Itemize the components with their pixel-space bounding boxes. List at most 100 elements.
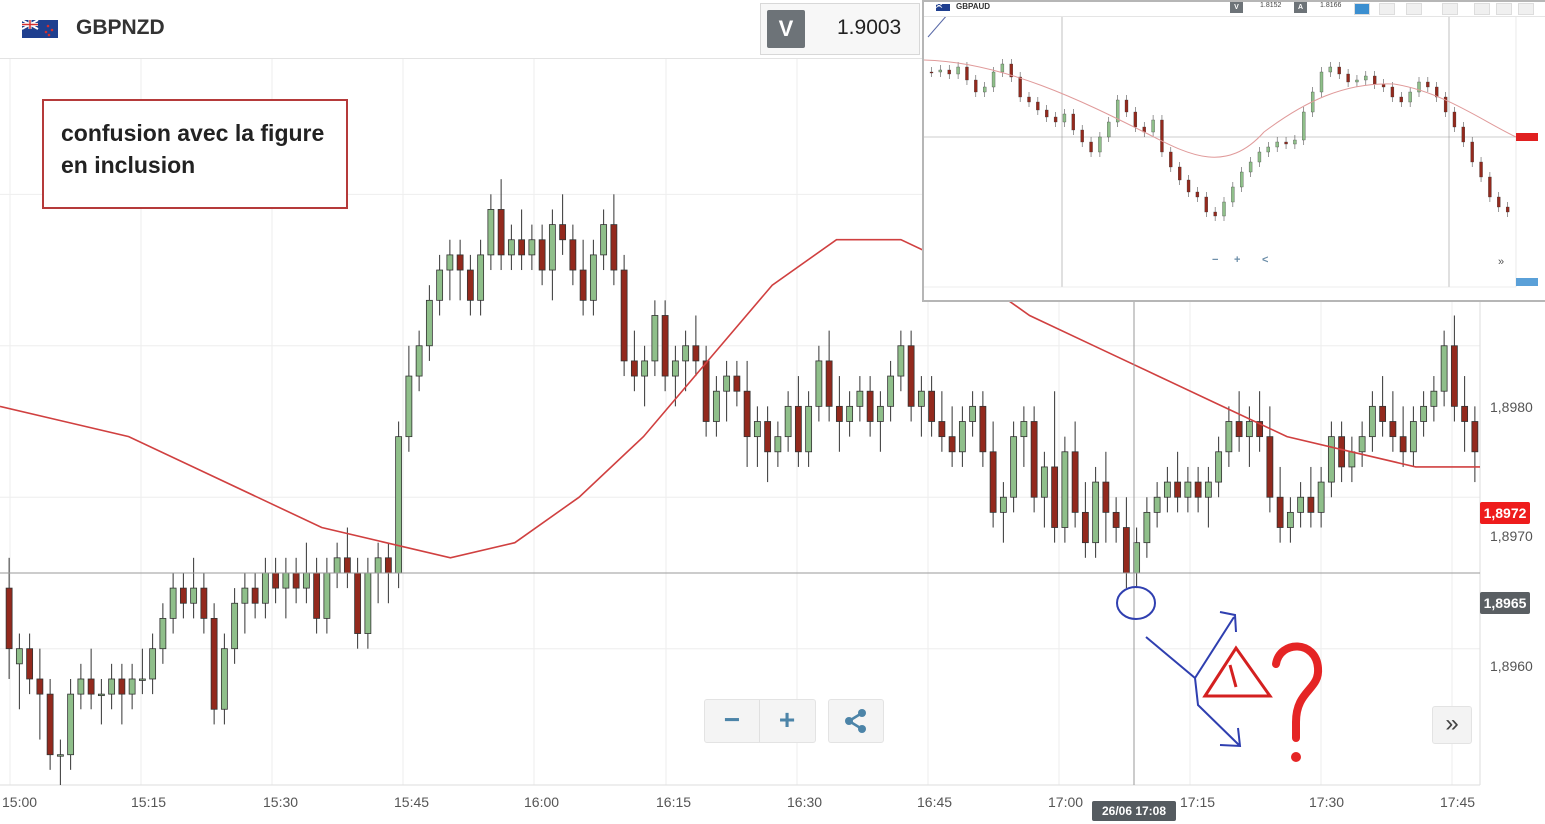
candle-body — [1389, 421, 1397, 438]
blue-arrows — [1145, 611, 1242, 748]
inset-candle-body — [1373, 75, 1377, 85]
candle-body — [374, 557, 382, 574]
candle-body — [682, 345, 690, 362]
inset-chart-type-icon[interactable] — [1442, 3, 1458, 15]
inset-candle-body — [1231, 186, 1235, 203]
candle-body — [948, 436, 956, 453]
candle-body — [323, 572, 331, 619]
inset-more-button[interactable]: » — [1498, 256, 1505, 268]
candle-body — [1020, 421, 1028, 438]
inset-share-icon[interactable]: < — [1262, 254, 1269, 266]
sell-price: 1.9003 — [837, 16, 902, 39]
y-tick-label: 1,8980 — [1490, 399, 1533, 415]
inset-candle-body — [1195, 191, 1200, 198]
inset-zoom-in-button[interactable]: + — [1234, 254, 1241, 266]
candle-body — [692, 345, 700, 362]
candle-body — [774, 436, 782, 453]
candle-body — [1276, 496, 1284, 528]
candle-body — [917, 390, 925, 407]
candle-body — [1317, 481, 1325, 513]
y-tick-label: 1,8960 — [1490, 658, 1533, 674]
candle-body — [97, 693, 105, 697]
candle-body — [856, 390, 864, 407]
candle-body — [651, 315, 659, 362]
crosshair-price-tag: 1,8965 — [1480, 592, 1530, 614]
candle-body — [118, 678, 126, 695]
candle-body — [364, 572, 372, 634]
candle-body — [958, 421, 966, 453]
x-tick-label: 17:15 — [1180, 794, 1216, 810]
candle-body — [1204, 481, 1212, 498]
inset-candle-body — [1488, 176, 1492, 198]
candle-body — [671, 360, 679, 377]
inset-candle-body — [983, 86, 987, 93]
candle-body — [1143, 511, 1151, 544]
candle-body — [928, 390, 936, 422]
inset-candle-body — [1346, 73, 1350, 83]
inset-tool-icon[interactable] — [1379, 3, 1395, 15]
candle-body — [446, 254, 454, 271]
candle-body — [1450, 345, 1458, 407]
gb-nz-flag-icon — [22, 20, 58, 38]
candle-body — [477, 254, 485, 301]
zoom-out-button[interactable]: − — [705, 700, 760, 742]
candle-body — [1420, 405, 1428, 422]
candle-body — [825, 360, 833, 407]
sell-side-label: V — [767, 10, 805, 48]
inset-sell-side[interactable]: V — [1230, 2, 1243, 13]
candle-body — [1399, 436, 1407, 453]
inset-candle-body — [1204, 196, 1208, 213]
candle-body — [1348, 451, 1356, 468]
candle-body — [67, 693, 75, 756]
inset-candle-body — [1248, 161, 1253, 173]
candle-body — [507, 239, 515, 256]
inset-candle-body — [1266, 146, 1270, 153]
share-button[interactable] — [828, 699, 884, 743]
inset-candle-body — [1107, 121, 1111, 138]
inset-candle-body — [1133, 111, 1138, 128]
inset-candle-body — [1293, 139, 1297, 145]
instrument-symbol: GBPNZD — [76, 16, 165, 39]
candle-body — [1245, 421, 1253, 438]
inset-buy-side[interactable]: A — [1294, 2, 1307, 13]
inset-candle-body — [1302, 111, 1306, 141]
candle-body — [938, 421, 946, 438]
inset-candle-body — [965, 66, 969, 81]
x-tick-label: 15:30 — [263, 794, 299, 810]
candle-body — [1112, 511, 1120, 528]
inset-candle-body — [1452, 111, 1457, 128]
inset-candle-body — [1213, 211, 1217, 217]
inset-zoom-out-button[interactable]: − — [1212, 254, 1219, 266]
zoom-in-button[interactable]: + — [778, 704, 796, 735]
candle-body — [87, 678, 95, 695]
candle-body — [425, 299, 433, 347]
candle-body — [897, 345, 905, 377]
candle-body — [190, 587, 198, 604]
candle-body — [241, 587, 249, 604]
candle-body — [456, 254, 464, 271]
candle-body — [610, 224, 618, 271]
inset-close-icon[interactable] — [1518, 3, 1534, 15]
inset-indicator-icon[interactable] — [1474, 3, 1490, 15]
inset-candle-body — [1018, 76, 1022, 98]
candle-body — [1368, 405, 1376, 438]
inset-candle-body — [1009, 63, 1013, 78]
candle-body — [1081, 511, 1089, 544]
inset-expand-icon[interactable] — [1354, 3, 1370, 15]
candle-body — [1266, 436, 1274, 498]
annotation-box: confusion avec la figure en inclusion — [42, 99, 348, 209]
sell-quote-button[interactable]: V 1.9003 — [760, 3, 920, 55]
candle-body — [600, 224, 608, 256]
inset-timeframe-icon[interactable] — [1406, 3, 1422, 15]
more-button[interactable]: » — [1432, 706, 1472, 744]
inset-candle-body — [938, 69, 943, 73]
share-icon — [845, 709, 866, 733]
inset-settings-icon[interactable] — [1496, 3, 1512, 15]
candle-body — [1307, 496, 1315, 513]
inset-drawing-line — [927, 13, 949, 38]
inset-candle-body — [1408, 91, 1412, 103]
inset-candle-body — [1479, 161, 1483, 178]
inset-candle-body — [1240, 171, 1244, 188]
candle-body — [77, 678, 85, 695]
candle-body — [333, 557, 341, 574]
